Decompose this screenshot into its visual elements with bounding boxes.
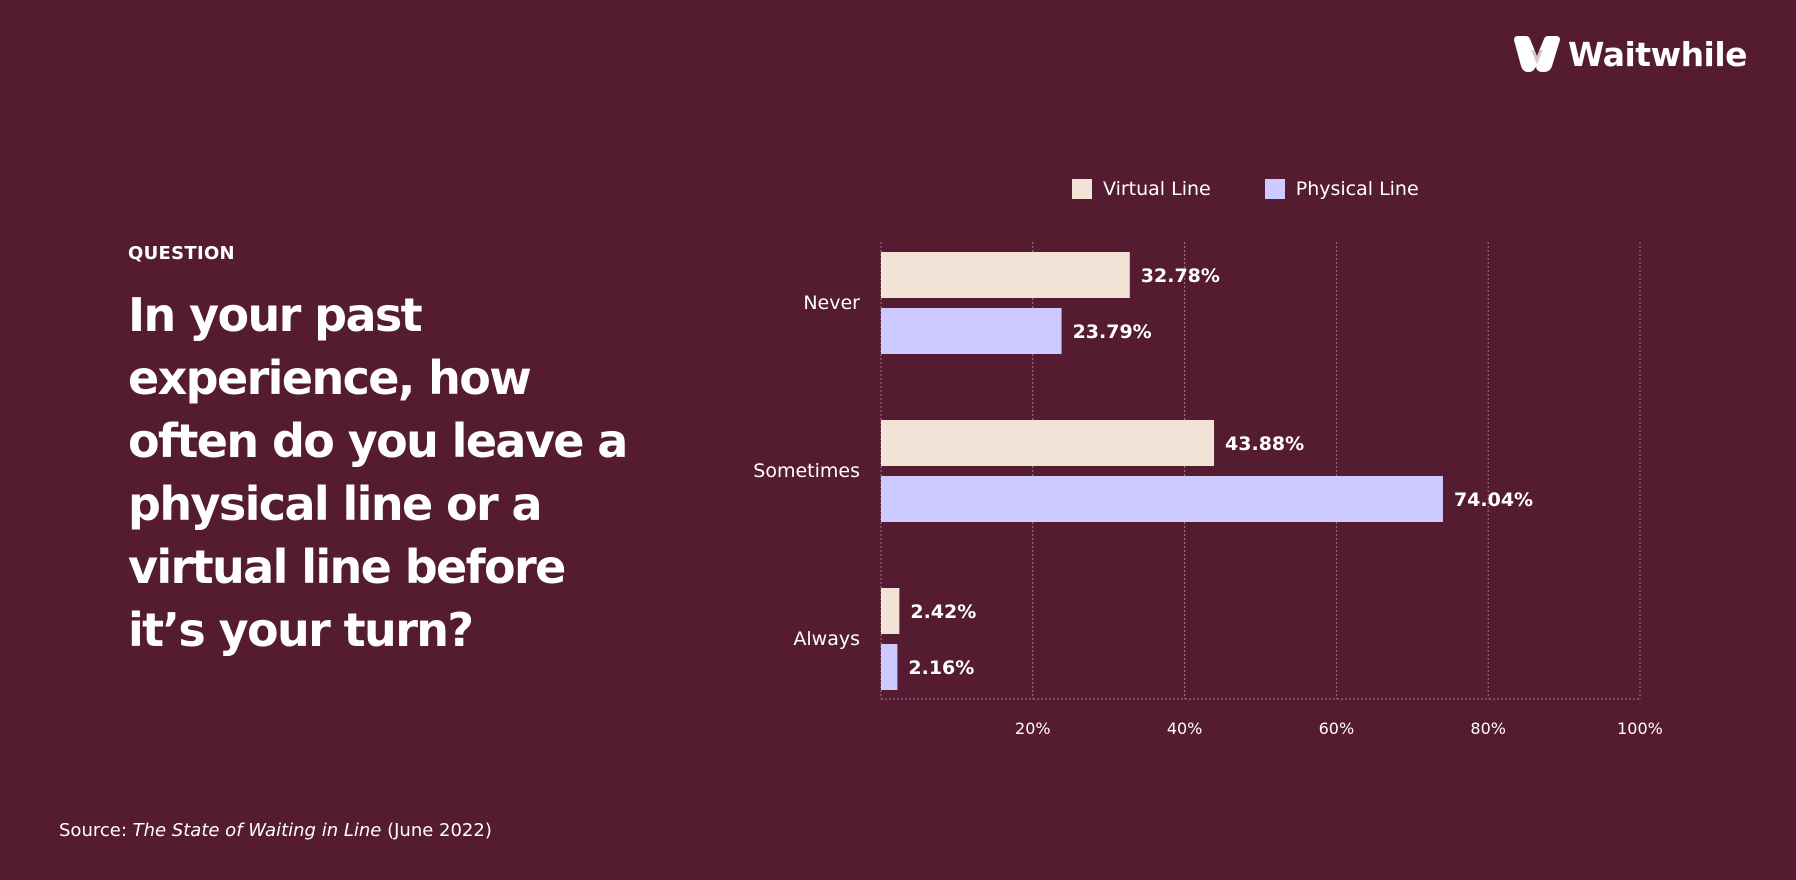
chart-legend: Virtual Line Physical Line	[1072, 178, 1419, 200]
question-text: In your past experience, how often do yo…	[128, 288, 628, 657]
category-label-always: Always	[793, 628, 860, 650]
x-tick-label: 20%	[1015, 719, 1051, 738]
legend-item-virtual-line: Virtual Line	[1072, 178, 1211, 200]
legend-swatch-physical-line	[1264, 179, 1285, 199]
category-label-sometimes: Sometimes	[753, 460, 860, 482]
question-label: QUESTION	[128, 243, 235, 264]
x-tick-label: 100%	[1617, 719, 1663, 738]
source-suffix: (June 2022)	[381, 820, 492, 841]
brand-name: Waitwhile	[1568, 34, 1748, 74]
legend-item-physical-line: Physical Line	[1264, 178, 1419, 200]
waitwhile-logo-icon	[1514, 36, 1560, 72]
bar-always-physical-line	[881, 644, 898, 690]
bar-sometimes-virtual-line	[881, 420, 1215, 466]
source-prefix: Source:	[59, 820, 133, 841]
data-label: 2.16%	[908, 657, 974, 679]
data-label: 32.78%	[1141, 265, 1220, 287]
bar-always-virtual-line	[881, 588, 900, 634]
category-label-never: Never	[803, 292, 860, 314]
source-note: Source: The State of Waiting in Line (Ju…	[59, 820, 492, 841]
x-tick-label: 40%	[1167, 719, 1203, 738]
data-label: 43.88%	[1225, 433, 1304, 455]
data-label: 2.42%	[910, 601, 976, 623]
x-tick-label: 60%	[1319, 719, 1355, 738]
legend-swatch-virtual-line	[1072, 179, 1092, 199]
legend-label-virtual-line: Virtual Line	[1103, 178, 1211, 200]
bar-never-virtual-line	[881, 252, 1130, 298]
bar-sometimes-physical-line	[881, 476, 1443, 522]
waitwhile-logo: Waitwhile	[1514, 34, 1748, 74]
data-label: 23.79%	[1073, 321, 1152, 343]
bar-never-physical-line	[881, 308, 1062, 354]
source-title: The State of Waiting in Line	[132, 820, 382, 841]
data-label: 74.04%	[1454, 489, 1533, 511]
x-tick-label: 80%	[1470, 719, 1506, 738]
legend-label-physical-line: Physical Line	[1295, 178, 1419, 200]
